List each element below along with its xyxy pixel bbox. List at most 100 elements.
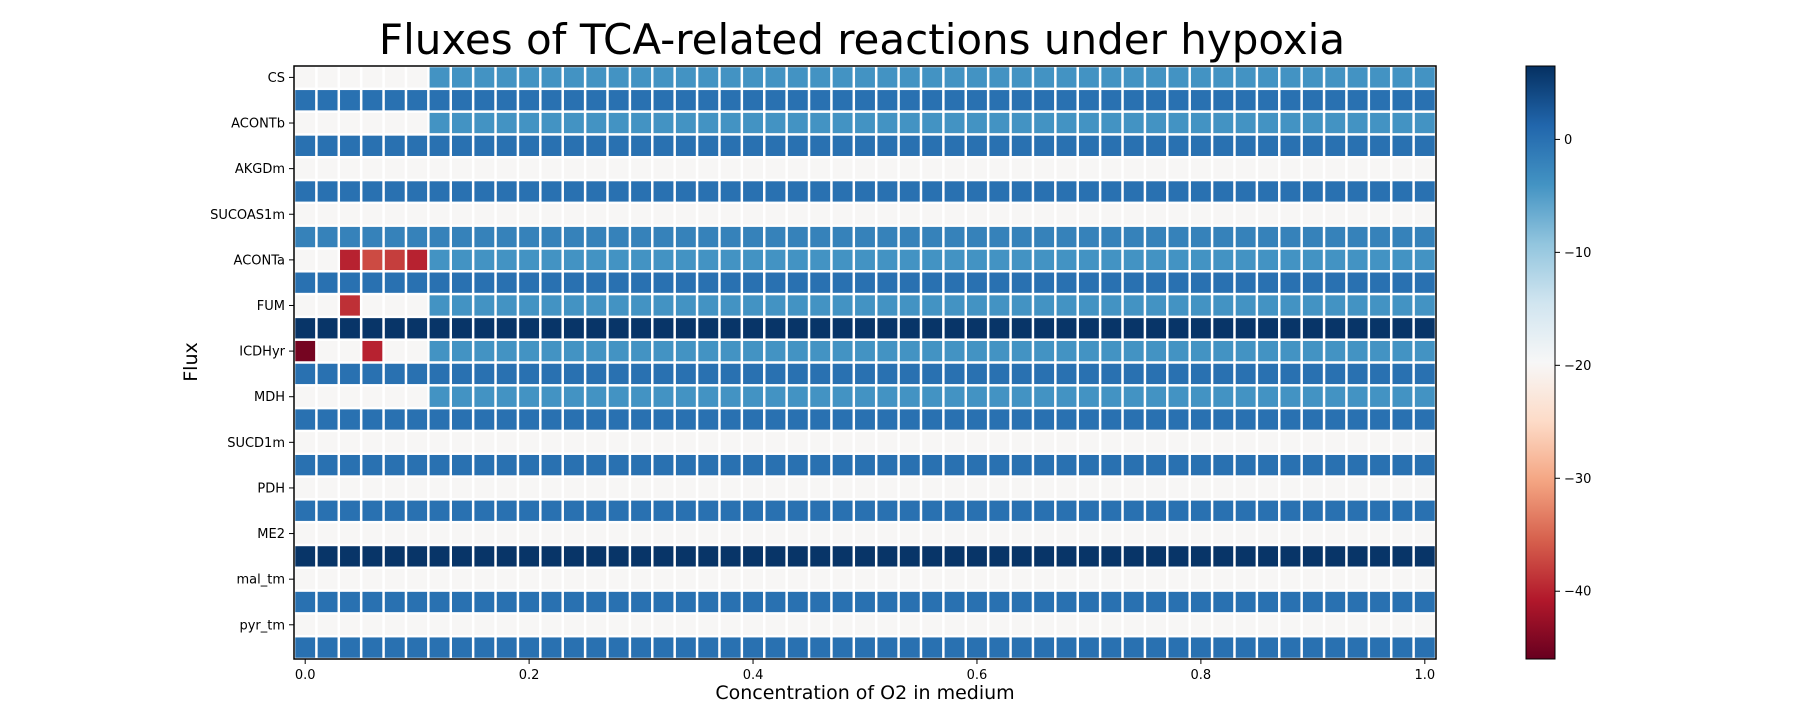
heatmap-cell [429, 614, 450, 635]
heatmap-cell [407, 340, 428, 362]
heatmap-cell [1370, 181, 1390, 202]
heatmap-cell [1325, 500, 1346, 521]
heatmap-cell [1347, 432, 1368, 453]
heatmap-cell [1034, 409, 1055, 430]
heatmap-cell [519, 637, 540, 658]
heatmap-cell [631, 500, 652, 521]
heatmap-cell [810, 477, 831, 499]
heatmap-cell [317, 90, 338, 111]
heatmap-cell [631, 523, 652, 544]
heatmap-cell [563, 272, 584, 293]
heatmap-cell [631, 591, 652, 613]
heatmap-cell [384, 454, 405, 476]
heatmap-cell [295, 340, 316, 362]
heatmap-cell [653, 318, 674, 339]
heatmap-cell [1056, 112, 1077, 134]
heatmap-cell [631, 409, 652, 430]
heatmap-cell [1280, 432, 1301, 453]
heatmap-cell [1302, 90, 1323, 111]
heatmap-cell [1078, 614, 1099, 635]
heatmap-cell [496, 363, 517, 385]
heatmap-cell [541, 591, 562, 613]
heatmap-cell [1392, 204, 1413, 225]
heatmap-cell [295, 90, 316, 111]
heatmap-cell [541, 67, 562, 88]
heatmap-cell [1347, 181, 1368, 202]
heatmap-cell [1190, 158, 1211, 179]
heatmap-cell [496, 614, 517, 635]
heatmap-cell [989, 432, 1010, 453]
heatmap-cell [586, 295, 607, 316]
heatmap-cell [1258, 591, 1278, 613]
heatmap-cell [989, 90, 1010, 111]
heatmap-cell [944, 67, 965, 88]
heatmap-cell [1190, 546, 1211, 567]
heatmap-cell [922, 363, 943, 385]
heatmap-cell [944, 226, 965, 248]
heatmap-cell [1123, 546, 1144, 567]
heatmap-cell [496, 409, 517, 430]
heatmap-cell [877, 340, 898, 362]
heatmap-cell [877, 90, 898, 111]
heatmap-cell [1325, 637, 1346, 658]
heatmap-cell [787, 318, 808, 339]
heatmap-cell [340, 295, 360, 316]
heatmap-cell [810, 569, 831, 590]
heatmap-cell [720, 523, 741, 544]
heatmap-cell [1370, 500, 1390, 521]
heatmap-cell [362, 158, 383, 179]
heatmap-cell [832, 340, 853, 362]
heatmap-cell [810, 432, 831, 453]
heatmap-cell [1302, 477, 1323, 499]
heatmap-cell [340, 546, 360, 567]
heatmap-cell [407, 523, 428, 544]
heatmap-cell [787, 249, 808, 271]
heatmap-cell [340, 569, 360, 590]
heatmap-cell [586, 386, 607, 407]
heatmap-cell [1034, 432, 1055, 453]
heatmap-cell [787, 477, 808, 499]
heatmap-cell [1190, 181, 1211, 202]
heatmap-cell [1280, 181, 1301, 202]
colorbar-tick-label: −30 [1564, 472, 1591, 487]
heatmap-cell [832, 226, 853, 248]
heatmap-cell [295, 432, 316, 453]
heatmap-cell [541, 637, 562, 658]
heatmap-cell [653, 386, 674, 407]
heatmap-cell [429, 363, 450, 385]
heatmap-cell [541, 454, 562, 476]
heatmap-cell [1370, 614, 1390, 635]
heatmap-cell [855, 181, 875, 202]
heatmap-cell [1235, 386, 1256, 407]
heatmap-cell [1056, 477, 1077, 499]
heatmap-cell [832, 569, 853, 590]
heatmap-cell [1325, 614, 1346, 635]
heatmap-cell [586, 226, 607, 248]
heatmap-cell [765, 523, 786, 544]
heatmap-cell [362, 340, 383, 362]
heatmap-cell [855, 272, 875, 293]
heatmap-cell [1078, 637, 1099, 658]
heatmap-cell [1190, 409, 1211, 430]
y-tick-label: AKGDm [235, 162, 285, 177]
heatmap-cell [698, 272, 719, 293]
heatmap-cell [631, 432, 652, 453]
heatmap-cell [877, 591, 898, 613]
heatmap-cell [1034, 500, 1055, 521]
heatmap-cell [496, 67, 517, 88]
heatmap-cell [1325, 591, 1346, 613]
heatmap-cell [1347, 135, 1368, 156]
heatmap-cell [1213, 523, 1234, 544]
heatmap-cell [496, 591, 517, 613]
heatmap-cell [765, 135, 786, 156]
heatmap-cell [1078, 454, 1099, 476]
heatmap-cell [1101, 432, 1122, 453]
heatmap-cell [1146, 500, 1167, 521]
heatmap-cell [1213, 181, 1234, 202]
heatmap-cell [720, 340, 741, 362]
heatmap-cell [519, 90, 540, 111]
heatmap-cell [787, 409, 808, 430]
heatmap-cell [407, 158, 428, 179]
heatmap-cell [295, 295, 316, 316]
heatmap-cell [452, 454, 472, 476]
